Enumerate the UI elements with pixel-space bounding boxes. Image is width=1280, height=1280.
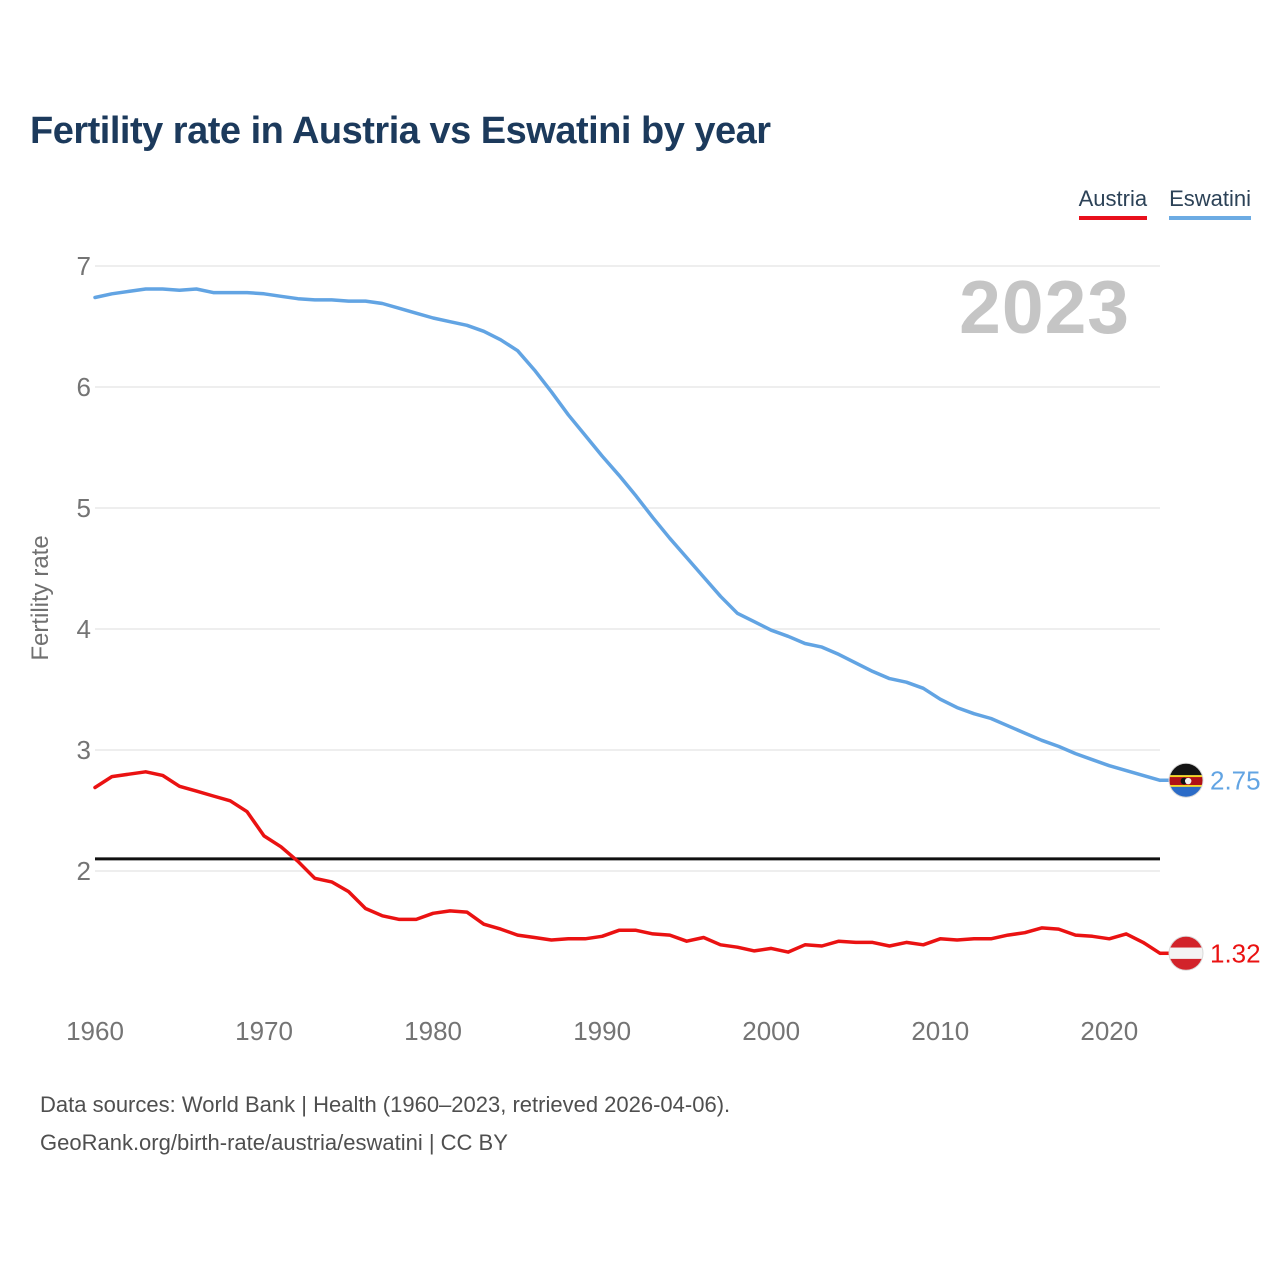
footer-sources: Data sources: World Bank | Health (1960–… xyxy=(40,1092,731,1117)
y-tick-label-6: 6 xyxy=(77,372,91,402)
eswatini-flag-icon xyxy=(1169,763,1203,798)
y-tick-label-4: 4 xyxy=(77,614,91,644)
legend-item-eswatini[interactable]: Eswatini xyxy=(1169,186,1251,220)
x-tick-label-1980: 1980 xyxy=(404,1016,462,1046)
series-line-austria xyxy=(93,770,1162,956)
x-tick-label-1960: 1960 xyxy=(66,1016,124,1046)
legend-label-eswatini: Eswatini xyxy=(1169,186,1251,211)
footer-attribution: GeoRank.org/birth-rate/austria/eswatini … xyxy=(40,1130,508,1155)
legend-swatch-eswatini xyxy=(1169,216,1251,220)
x-tick-label-1970: 1970 xyxy=(235,1016,293,1046)
austria-flag-icon xyxy=(1169,936,1203,971)
y-axis-title: Fertility rate xyxy=(27,535,54,660)
x-tick-label-2000: 2000 xyxy=(742,1016,800,1046)
end-value-label-austria: 1.32 xyxy=(1210,938,1261,968)
eswatini-flag-icon-ring xyxy=(1168,762,1204,798)
legend: Austria Eswatini xyxy=(1078,186,1251,220)
watermark-year: 2023 xyxy=(959,265,1130,349)
y-tick-label-7: 7 xyxy=(77,251,91,281)
x-tick-label-2020: 2020 xyxy=(1080,1016,1138,1046)
legend-item-austria[interactable]: Austria xyxy=(1078,186,1148,220)
footer: Data sources: World Bank | Health (1960–… xyxy=(40,1086,730,1162)
austria-flag-icon-ring xyxy=(1168,935,1204,971)
legend-swatch-austria xyxy=(1078,216,1148,220)
y-tick-label-5: 5 xyxy=(77,493,91,523)
series-line-eswatini xyxy=(93,287,1162,783)
y-tick-label-2: 2 xyxy=(77,856,91,886)
end-value-label-eswatini: 2.75 xyxy=(1210,765,1261,795)
x-tick-label-1990: 1990 xyxy=(573,1016,631,1046)
page-title: Fertility rate in Austria vs Eswatini by… xyxy=(30,110,771,152)
x-tick-label-2010: 2010 xyxy=(911,1016,969,1046)
legend-label-austria: Austria xyxy=(1078,186,1148,211)
y-tick-label-3: 3 xyxy=(77,735,91,765)
